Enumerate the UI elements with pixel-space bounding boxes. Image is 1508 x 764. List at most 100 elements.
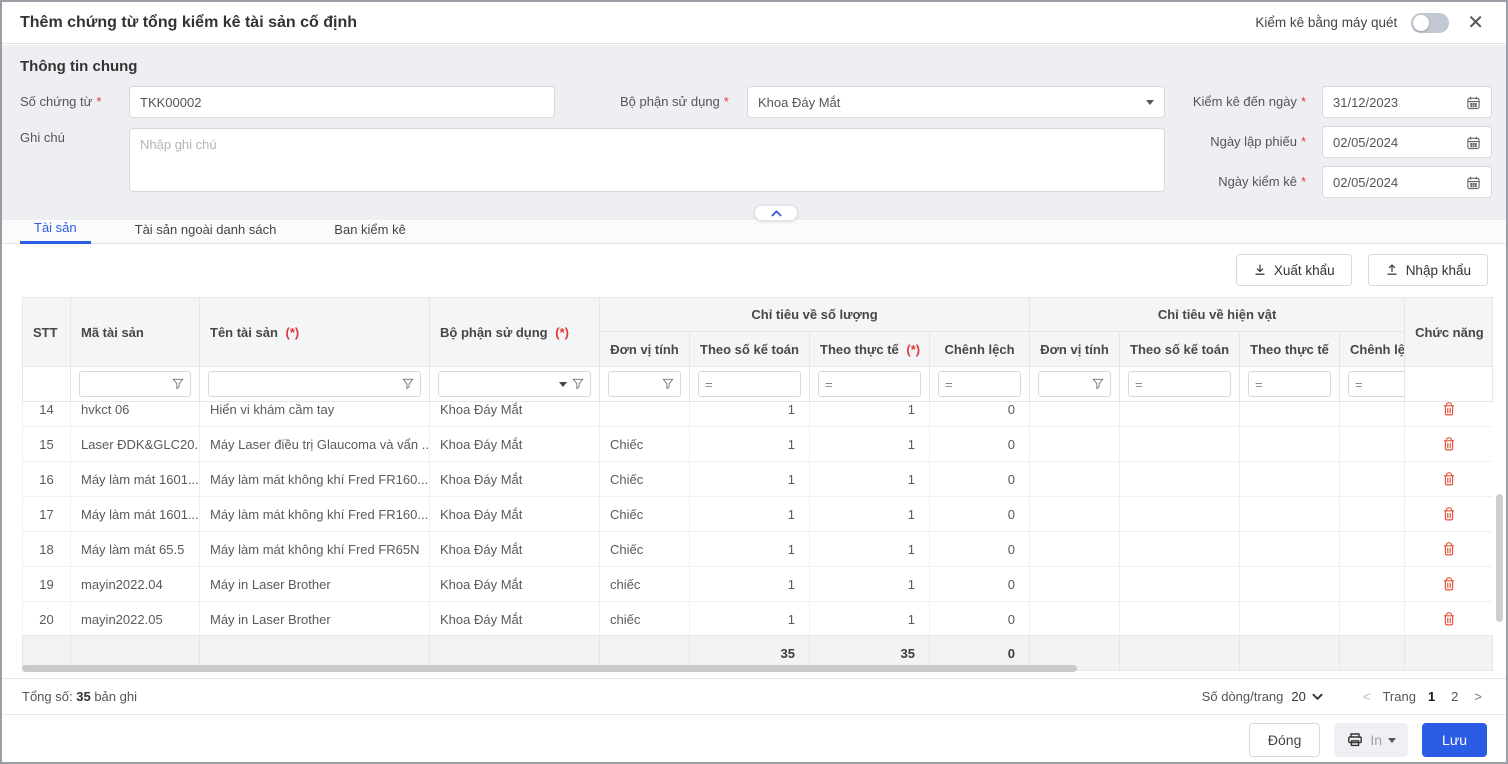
filter-tskt-sl[interactable]: = <box>689 366 810 402</box>
department-select[interactable]: Khoa Đáy Mắt <box>747 86 1165 118</box>
col-header-ttt-hv[interactable]: Theo thực tế <box>1239 331 1341 367</box>
trash-icon[interactable] <box>1441 506 1457 522</box>
col-header-stt[interactable]: STT <box>22 297 71 367</box>
cell-ttt-sl[interactable]: 1 <box>809 566 930 602</box>
table-row[interactable]: 19 mayin2022.04 Máy in Laser Brother Kho… <box>22 566 1492 602</box>
cell-tskt-hv <box>1119 496 1240 532</box>
import-button[interactable]: Nhập khẩu <box>1367 254 1488 286</box>
cell-cl-sl: 0 <box>929 601 1030 635</box>
inventory-date-input[interactable]: 02/05/2024 <box>1322 166 1492 198</box>
col-header-cl-hv[interactable]: Chênh lệch <box>1339 331 1406 367</box>
asset-table-header: STT Mã tài sản Tên tài sản (*) Bộ phận s… <box>22 297 1494 402</box>
table-body-viewport[interactable]: 14 hvkct 06 Hiển vi khám cầm tay Khoa Đá… <box>22 402 1492 635</box>
cell-ma-tai-san: Laser ĐDK&GLC20... <box>70 426 200 462</box>
filter-dvt-sl[interactable] <box>599 366 690 402</box>
table-row[interactable]: 14 hvkct 06 Hiển vi khám cầm tay Khoa Đá… <box>22 402 1492 427</box>
col-header-ten-tai-san[interactable]: Tên tài sản (*) <box>199 297 430 367</box>
upload-icon <box>1387 264 1397 275</box>
cell-ttt-sl[interactable]: 1 <box>809 402 930 427</box>
inventory-to-date-input[interactable]: 31/12/2023 <box>1322 86 1492 118</box>
created-date-input[interactable]: 02/05/2024 <box>1322 126 1492 158</box>
filter-funnel-icon <box>572 378 584 390</box>
trash-icon[interactable] <box>1441 611 1457 627</box>
table-row[interactable]: 20 mayin2022.05 Máy in Laser Brother Kho… <box>22 601 1492 635</box>
cell-tskt-hv <box>1119 426 1240 462</box>
cell-chuc-nang <box>1404 566 1492 602</box>
next-page-button[interactable]: > <box>1474 689 1482 704</box>
close-icon[interactable]: ✕ <box>1467 11 1484 34</box>
rows-per-page-select[interactable]: 20 <box>1291 689 1323 704</box>
col-header-cl-sl[interactable]: Chênh lệch <box>928 331 1031 367</box>
filter-cl-hv[interactable]: = <box>1339 366 1406 402</box>
trash-icon[interactable] <box>1441 402 1457 417</box>
print-button[interactable]: In <box>1334 723 1409 757</box>
collapse-form-button[interactable] <box>754 205 798 221</box>
horizontal-scrollbar[interactable] <box>22 665 1077 672</box>
vertical-scrollbar[interactable] <box>1496 494 1503 622</box>
scan-toggle-label: Kiểm kê bằng máy quét <box>1255 15 1398 30</box>
filter-tskt-hv[interactable]: = <box>1119 366 1241 402</box>
tab-tai-san-ngoai-danh-sach[interactable]: Tài sản ngoài danh sách <box>134 222 277 237</box>
filter-dvt-hv[interactable] <box>1029 366 1121 402</box>
note-textarea[interactable]: Nhập ghi chú <box>129 128 1165 192</box>
col-header-ma-tai-san[interactable]: Mã tài sản <box>70 297 200 367</box>
filter-ttt-hv[interactable]: = <box>1239 366 1341 402</box>
cell-ttt-hv <box>1239 566 1340 602</box>
cell-bo-phan: Khoa Đáy Mắt <box>429 496 600 532</box>
general-info-section: Thông tin chung Số chứng từ * TKK00002 Bộ… <box>2 45 1506 220</box>
cell-cl-hv <box>1339 531 1405 567</box>
filter-ten[interactable] <box>199 366 430 402</box>
table-row[interactable]: 17 Máy làm mát 1601... Máy làm mát không… <box>22 496 1492 532</box>
trash-icon[interactable] <box>1441 541 1457 557</box>
filter-ma[interactable] <box>70 366 200 402</box>
cell-ten-tai-san: Máy làm mát không khí Fred FR65N <box>199 531 430 567</box>
trash-icon[interactable] <box>1441 576 1457 592</box>
table-row[interactable]: 18 Máy làm mát 65.5 Máy làm mát không kh… <box>22 531 1492 567</box>
cell-ten-tai-san: Máy làm mát không khí Fred FR160... <box>199 461 430 497</box>
filter-cl-sl[interactable]: = <box>928 366 1031 402</box>
table-row[interactable]: 16 Máy làm mát 1601... Máy làm mát không… <box>22 461 1492 497</box>
cell-tskt-hv <box>1119 566 1240 602</box>
cell-chuc-nang <box>1404 461 1492 497</box>
cell-ma-tai-san: mayin2022.04 <box>70 566 200 602</box>
cell-cl-sl: 0 <box>929 566 1030 602</box>
export-button[interactable]: Xuất khẩu <box>1235 254 1352 286</box>
cell-ttt-sl[interactable]: 1 <box>809 496 930 532</box>
page-2-button[interactable]: 2 <box>1451 689 1459 704</box>
close-button[interactable]: Đóng <box>1248 723 1321 757</box>
cell-dvt-sl <box>599 402 690 427</box>
cell-ma-tai-san: Máy làm mát 65.5 <box>70 531 200 567</box>
table-row[interactable]: 15 Laser ĐDK&GLC20... Máy Laser điều trị… <box>22 426 1492 462</box>
save-button[interactable]: Lưu <box>1422 723 1487 757</box>
col-header-bo-phan[interactable]: Bộ phận sử dụng (*) <box>429 297 600 367</box>
scan-toggle[interactable] <box>1411 12 1450 33</box>
tab-ban-kiem-ke[interactable]: Ban kiểm kê <box>334 222 406 237</box>
cell-ttt-sl[interactable]: 1 <box>809 531 930 567</box>
col-header-dvt-hv[interactable]: Đơn vị tính <box>1029 331 1121 367</box>
prev-page-button[interactable]: < <box>1362 689 1371 704</box>
tab-tai-san[interactable]: Tài sản <box>20 220 91 244</box>
filter-ttt-sl[interactable]: = <box>809 366 930 402</box>
col-header-tskt-hv[interactable]: Theo số kế toán <box>1119 331 1241 367</box>
calendar-icon <box>1467 96 1480 109</box>
document-number-input[interactable]: TKK00002 <box>129 86 555 118</box>
section-title: Thông tin chung <box>20 58 138 75</box>
filter-bo-phan[interactable] <box>429 366 600 402</box>
cell-dvt-sl: Chiếc <box>599 531 690 567</box>
trash-icon[interactable] <box>1441 436 1457 452</box>
col-header-ttt-sl[interactable]: Theo thực tế (*) <box>809 331 930 367</box>
trash-icon[interactable] <box>1441 471 1457 487</box>
cell-stt: 14 <box>22 402 71 427</box>
cell-bo-phan: Khoa Đáy Mắt <box>429 426 600 462</box>
cell-ma-tai-san: hvkct 06 <box>70 402 200 427</box>
col-header-dvt-sl[interactable]: Đơn vị tính <box>599 331 690 367</box>
col-header-tskt-sl[interactable]: Theo số kế toán <box>689 331 810 367</box>
cell-ttt-sl[interactable]: 1 <box>809 461 930 497</box>
cell-dvt-hv <box>1029 601 1120 635</box>
cell-ttt-sl[interactable]: 1 <box>809 426 930 462</box>
cell-tskt-sl: 1 <box>689 426 810 462</box>
group-header-hien-vat: Chỉ tiêu về hiện vật <box>1029 297 1406 332</box>
page-1-button[interactable]: 1 <box>1427 689 1436 704</box>
cell-ttt-sl[interactable]: 1 <box>809 601 930 635</box>
